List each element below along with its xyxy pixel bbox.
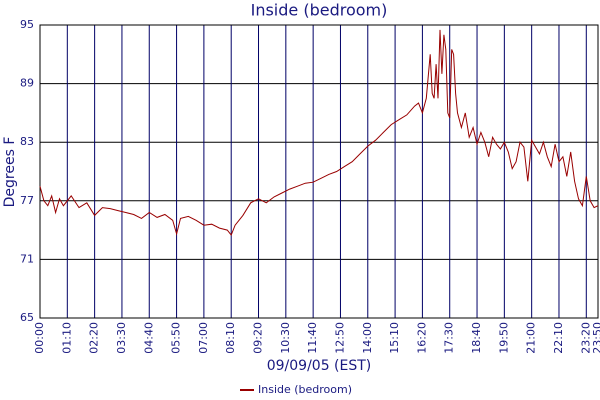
legend-label: Inside (bedroom) [258, 383, 352, 396]
y-tick-label: 89 [20, 77, 34, 90]
plot-border [39, 24, 599, 319]
y-tick-label: 77 [20, 194, 34, 207]
x-axis-label: 09/09/05 (EST) [267, 358, 372, 374]
x-tick-label: 14:00 [361, 322, 374, 354]
chart-title: Inside (bedroom) [251, 1, 388, 20]
x-tick-label: 23:50 [591, 322, 600, 354]
x-tick-label: 08:10 [224, 322, 237, 354]
x-tick-label: 22:10 [552, 322, 565, 354]
x-tick-label: 17:30 [443, 322, 456, 354]
x-tick-label: 00:00 [33, 322, 46, 354]
x-tick-label: 18:40 [470, 322, 483, 354]
y-axis-label: Degrees F [2, 137, 18, 208]
x-tick-label: 05:50 [170, 322, 183, 354]
data-line [39, 29, 599, 236]
x-tick-label: 10:30 [279, 322, 292, 354]
x-tick-label: 04:40 [142, 322, 155, 354]
x-tick-label: 16:20 [415, 322, 428, 354]
y-tick-label: 65 [20, 311, 34, 324]
x-tick-label: 19:50 [497, 322, 510, 354]
x-tick-label: 15:10 [388, 322, 401, 354]
x-tick-label: 21:00 [525, 322, 538, 354]
y-tick-label: 95 [20, 18, 34, 31]
x-tick-label: 12:50 [333, 322, 346, 354]
x-tick-label: 07:00 [197, 322, 210, 354]
y-tick-label: 83 [20, 135, 34, 148]
x-tick-label: 11:40 [306, 322, 319, 354]
x-tick-label: 01:10 [60, 322, 73, 354]
x-tick-label: 02:20 [88, 322, 101, 354]
x-tick-label: 09:20 [252, 322, 265, 354]
x-tick-label: 03:30 [115, 322, 128, 354]
y-tick-label: 71 [20, 252, 34, 265]
x-tick-label: 23:20 [579, 322, 592, 354]
